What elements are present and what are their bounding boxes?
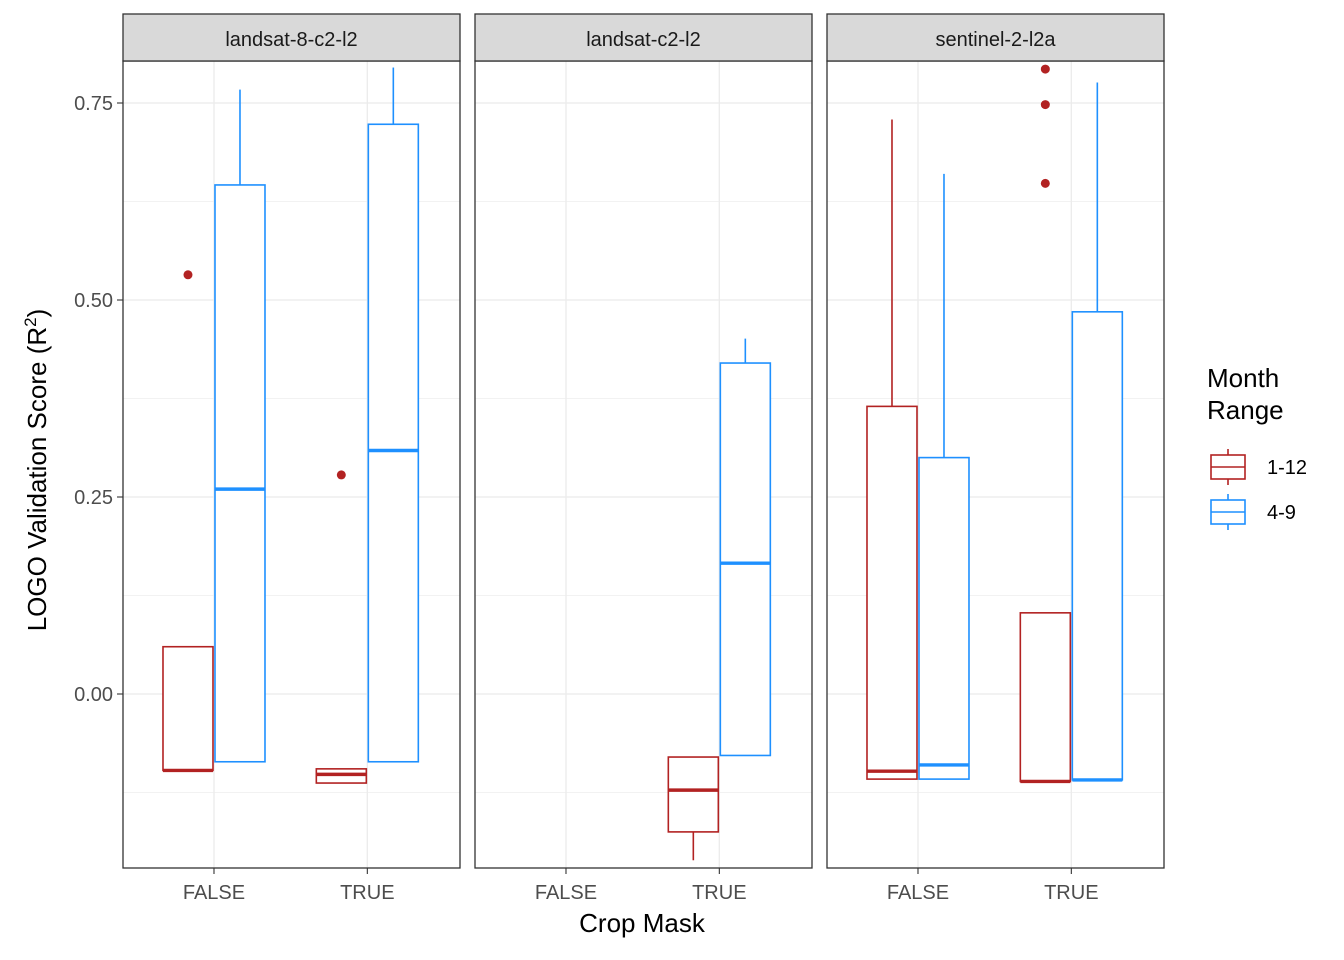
box bbox=[719, 338, 772, 757]
legend-title-line2: Range bbox=[1207, 395, 1284, 425]
box bbox=[367, 67, 420, 763]
x-tick-label: TRUE bbox=[340, 882, 394, 904]
y-axis-title-main: LOGO Validation Score (R bbox=[22, 327, 52, 631]
box-body bbox=[866, 405, 918, 780]
x-tick-label: FALSE bbox=[887, 882, 949, 904]
facet-strip bbox=[826, 13, 1165, 62]
box bbox=[667, 756, 720, 861]
box bbox=[162, 270, 214, 773]
legend-label: 4-9 bbox=[1267, 502, 1296, 524]
outlier-point bbox=[336, 470, 346, 480]
box bbox=[918, 173, 970, 780]
legend: Month Range 1-12 4-9 bbox=[1207, 363, 1307, 530]
box-body bbox=[667, 756, 720, 833]
legend-key bbox=[1210, 494, 1246, 530]
facet-strip bbox=[474, 13, 813, 62]
y-tick-label: 0.00 bbox=[74, 684, 113, 706]
facet-panel: landsat-c2-l2 FALSE TRUE bbox=[474, 13, 813, 904]
outlier-point bbox=[1040, 64, 1050, 74]
y-axis-title-superscript: 2 bbox=[21, 317, 40, 326]
box-body bbox=[1071, 311, 1124, 781]
box-body bbox=[918, 456, 970, 780]
legend-key bbox=[1210, 449, 1246, 485]
y-tick-label: 0.75 bbox=[74, 93, 113, 115]
x-tick-label: TRUE bbox=[1044, 882, 1098, 904]
x-tick-label: FALSE bbox=[183, 882, 245, 904]
box bbox=[1071, 82, 1124, 782]
box bbox=[1019, 64, 1072, 784]
box bbox=[866, 119, 918, 780]
legend-title-line1: Month bbox=[1207, 363, 1279, 393]
box bbox=[315, 470, 368, 784]
box-body bbox=[719, 362, 772, 757]
outlier-point bbox=[183, 270, 193, 280]
facet-title: landsat-8-c2-l2 bbox=[225, 29, 357, 51]
facets-layer: landsat-8-c2-l2 FALSE TRUE landsat-c2-l2 FAL… bbox=[122, 13, 1165, 904]
outlier-point bbox=[1040, 178, 1050, 188]
facet-panel: sentinel-2-l2a FALSE TRUE bbox=[826, 13, 1165, 904]
x-axis-title: Crop Mask bbox=[579, 908, 706, 938]
facet-panel: landsat-8-c2-l2 FALSE TRUE bbox=[122, 13, 461, 904]
facet-title: landsat-c2-l2 bbox=[586, 29, 701, 51]
box-body bbox=[214, 184, 266, 763]
y-tick-label: 0.25 bbox=[74, 487, 113, 509]
y-axis-title-close: ) bbox=[22, 309, 52, 318]
y-axis-title: LOGO Validation Score (R2) bbox=[21, 309, 52, 632]
legend-label: 1-12 bbox=[1267, 457, 1307, 479]
facet-title: sentinel-2-l2a bbox=[935, 29, 1056, 51]
box-body bbox=[367, 123, 420, 763]
box bbox=[214, 89, 266, 763]
facet-strip bbox=[122, 13, 461, 62]
box-body bbox=[162, 645, 214, 772]
x-tick-label: FALSE bbox=[535, 882, 597, 904]
box-body bbox=[1019, 612, 1072, 783]
y-axis: 0.00 0.25 0.50 0.75 bbox=[74, 93, 123, 706]
outlier-point bbox=[1040, 100, 1050, 110]
x-tick-label: TRUE bbox=[692, 882, 746, 904]
y-tick-label: 0.50 bbox=[74, 290, 113, 312]
